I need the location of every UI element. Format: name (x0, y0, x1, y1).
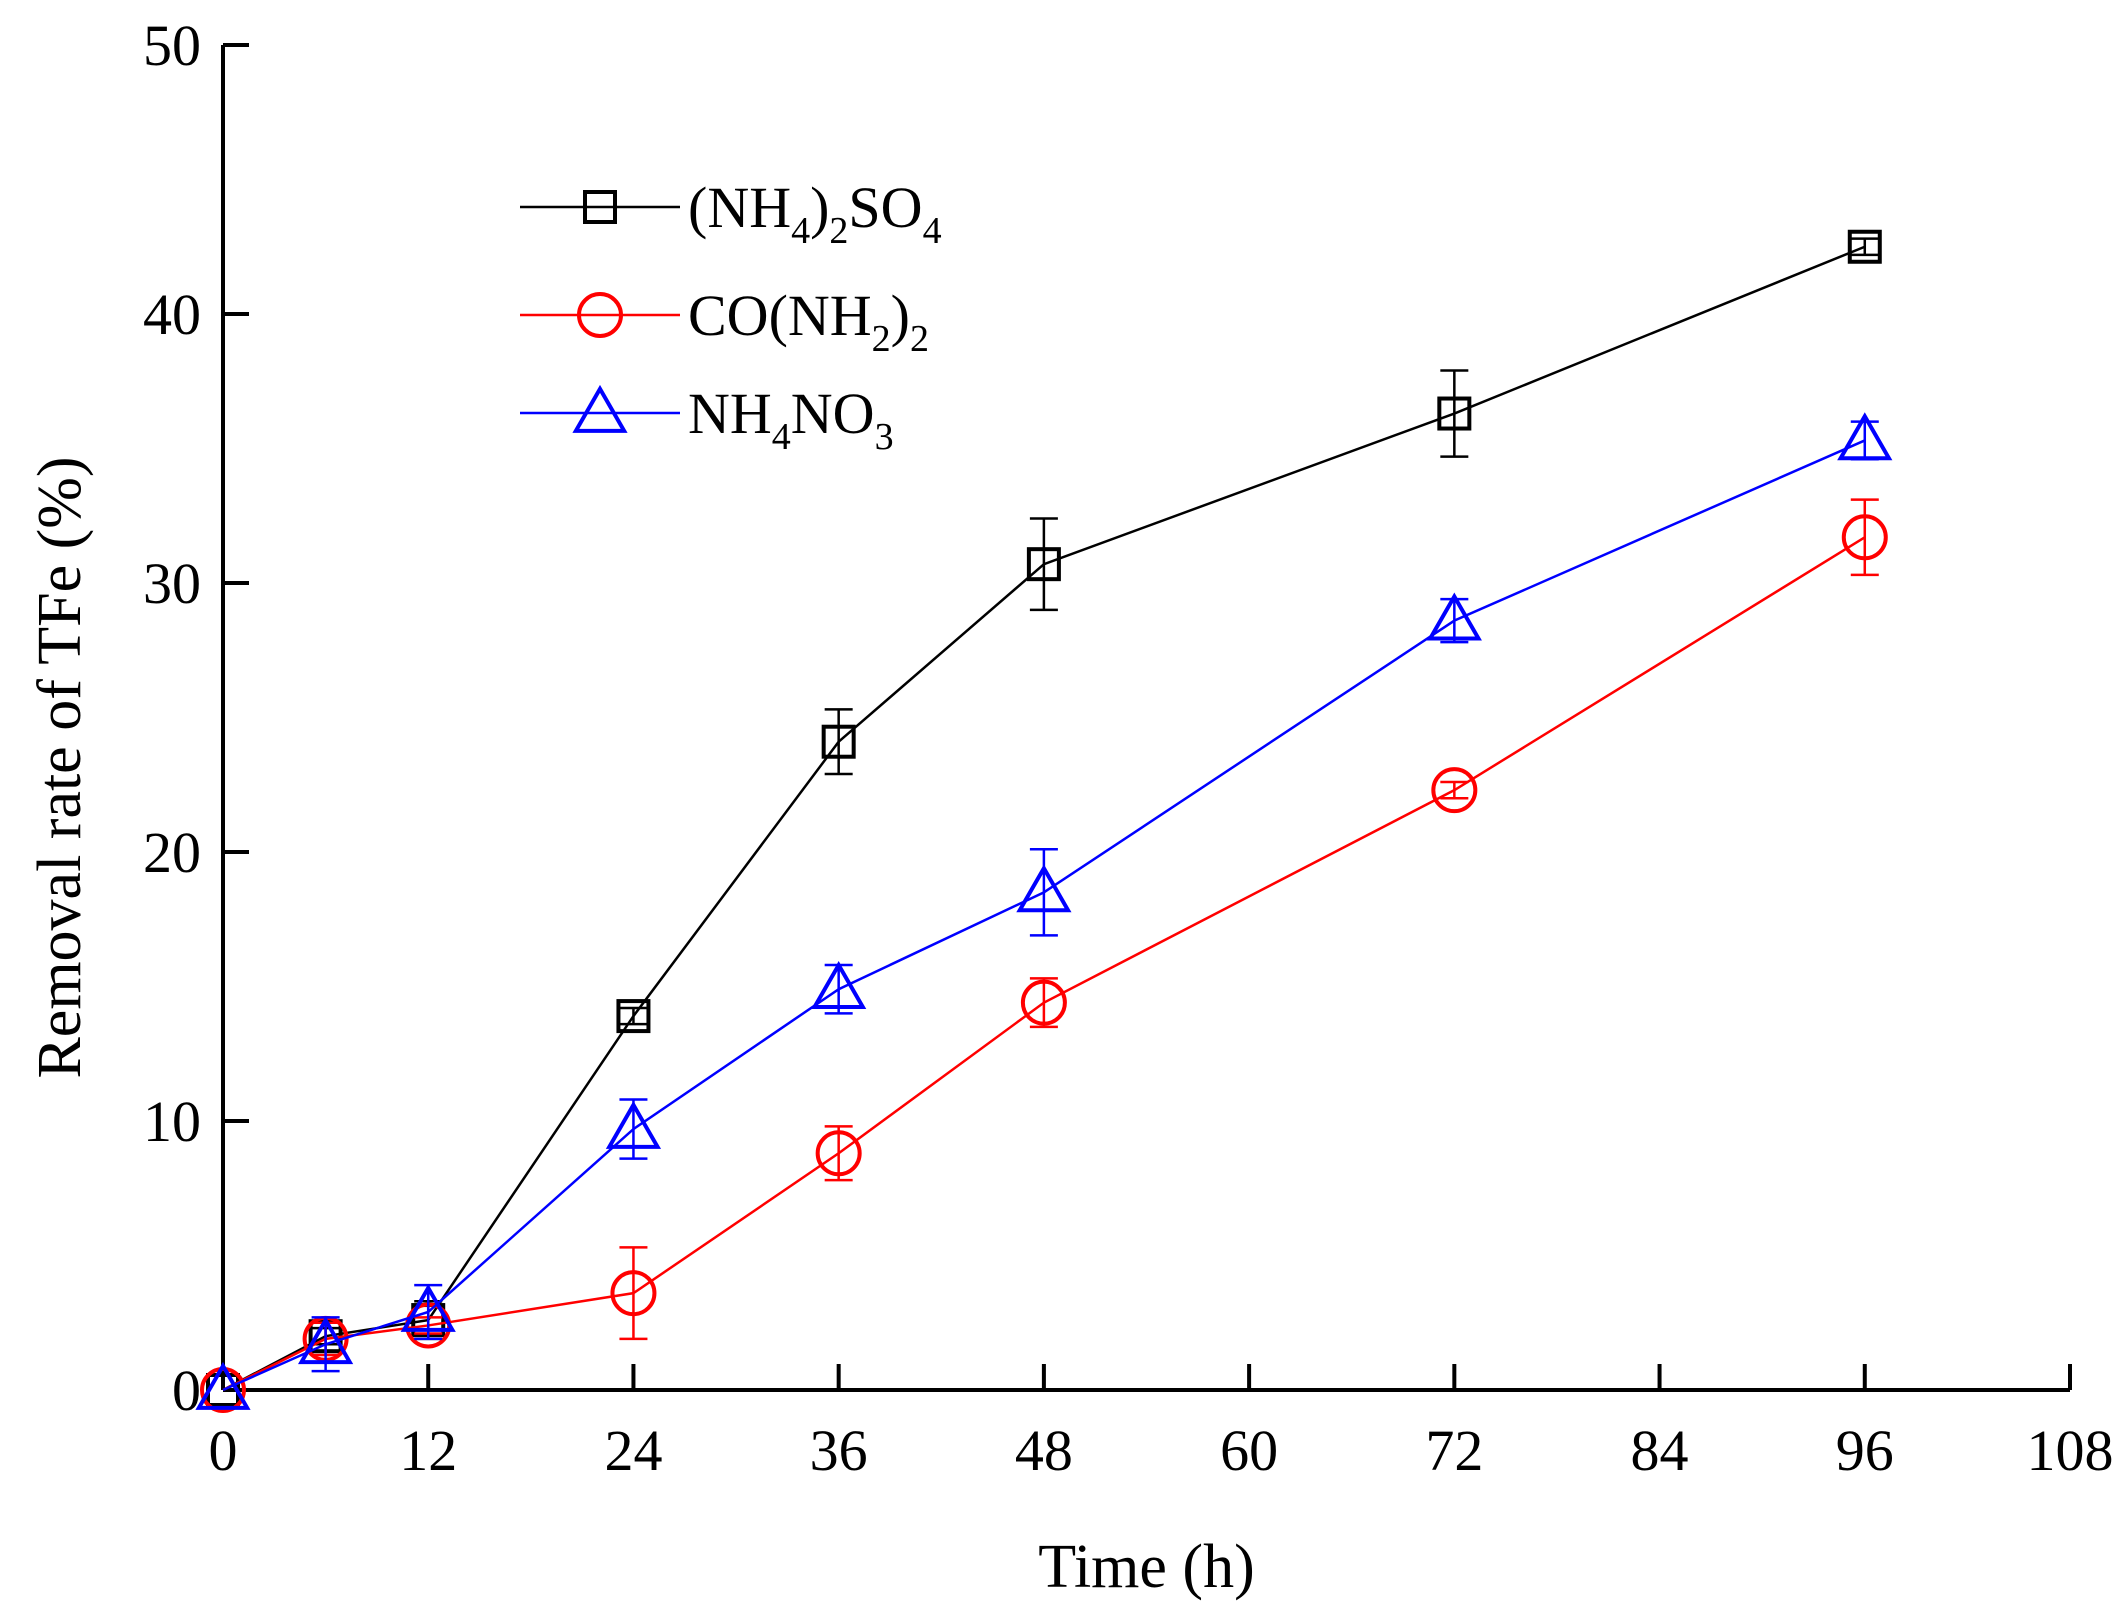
data-point (815, 1130, 862, 1177)
legend-text-part: (NH (688, 175, 791, 240)
legend-label: CO(NH2)2 (688, 283, 929, 360)
data-point (610, 1270, 657, 1317)
data-point (1841, 514, 1888, 561)
series-line (222, 536, 1866, 1392)
series-line (222, 245, 1866, 1392)
data-point (1837, 412, 1893, 461)
legend-entry: CO(NH2)2 (520, 283, 929, 360)
x-tick-label: 60 (1220, 1418, 1278, 1483)
legend-entry: NH4NO3 (520, 381, 894, 458)
y-tick-label: 30 (143, 551, 201, 616)
legend-subscript: 4 (923, 210, 942, 252)
legend-subscript: 4 (772, 416, 791, 458)
x-tick-label: 96 (1836, 1418, 1894, 1483)
data-point (1426, 592, 1482, 641)
legend-subscript: 2 (872, 318, 891, 360)
y-tick-label: 20 (143, 820, 201, 885)
y-tick-label: 40 (143, 282, 201, 347)
legend-text-part: ) (810, 175, 829, 240)
data-point (1437, 396, 1472, 431)
y-tick-label: 10 (143, 1089, 201, 1154)
x-tick-label: 24 (604, 1418, 662, 1483)
y-tick-label: 0 (172, 1358, 201, 1423)
legend-subscript: 2 (910, 318, 929, 360)
data-point (1431, 767, 1478, 814)
x-tick-label: 36 (810, 1418, 868, 1483)
x-tick-label: 0 (209, 1418, 238, 1483)
series-square (206, 229, 1882, 1407)
data-point (616, 999, 651, 1034)
legend-entry: (NH4)2SO4 (520, 175, 942, 252)
x-tick-label: 72 (1425, 1418, 1483, 1483)
data-point (605, 1100, 662, 1149)
legend-text-part: CO(NH (688, 283, 872, 348)
data-point (1020, 979, 1067, 1026)
legend-text-part: NH (688, 381, 772, 446)
series-line (222, 439, 1866, 1392)
series-layer (195, 229, 1893, 1413)
series-triangle (195, 412, 1893, 1410)
x-tick-label: 48 (1015, 1418, 1073, 1483)
y-axis-title: Removal rate of TFe (%) (26, 456, 94, 1078)
data-point (298, 1316, 354, 1365)
x-tick-label: 108 (2027, 1418, 2114, 1483)
legend-marker (572, 384, 628, 433)
x-tick-label: 12 (399, 1418, 457, 1483)
x-tick-label: 84 (1631, 1418, 1689, 1483)
legend-subscript: 2 (829, 210, 848, 252)
legend-marker (577, 292, 623, 338)
data-point (1026, 547, 1061, 582)
y-tick-label: 50 (143, 13, 201, 78)
legend-subscript: 4 (791, 210, 810, 252)
legend-label: NH4NO3 (688, 381, 894, 458)
data-point (1016, 864, 1072, 913)
data-point (195, 1361, 251, 1410)
x-axis-title: Time (h) (1038, 1533, 1254, 1601)
legend-text-part: ) (891, 283, 910, 348)
legend-text-part: NO (791, 381, 875, 446)
data-point (1847, 229, 1882, 264)
series-circle (200, 498, 1888, 1413)
data-point (821, 724, 856, 759)
legend-subscript: 3 (875, 416, 894, 458)
legend-marker (583, 190, 617, 224)
legend-text-part: SO (848, 175, 922, 240)
data-point (811, 961, 867, 1010)
data-point (400, 1283, 456, 1332)
legend-label: (NH4)2SO4 (688, 175, 942, 252)
